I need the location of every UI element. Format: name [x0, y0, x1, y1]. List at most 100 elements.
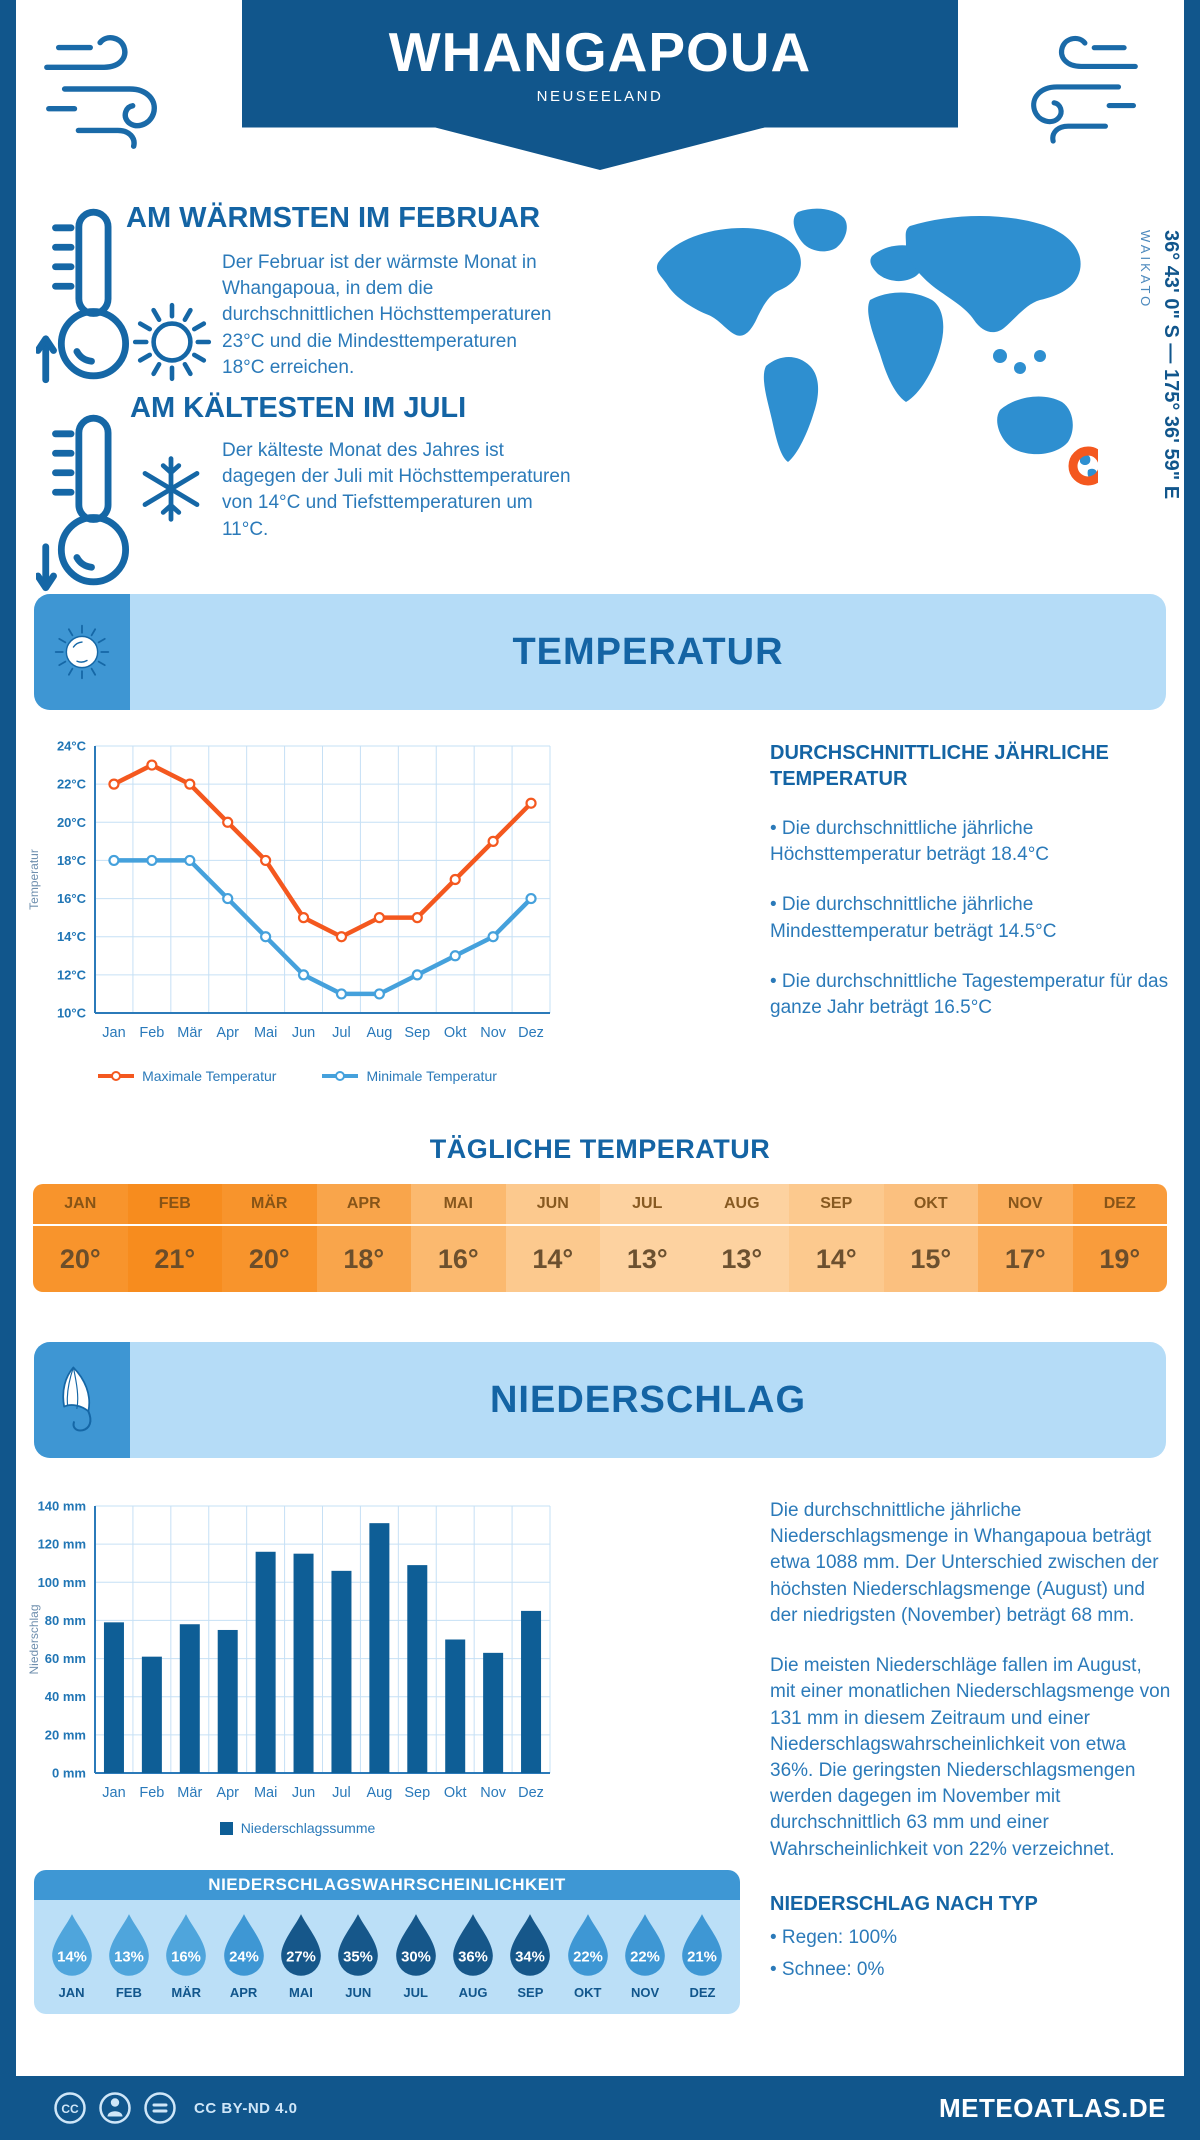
annual-temperature-heading: DURCHSCHNITTLICHE JÄHRLICHE TEMPERATUR	[770, 742, 1109, 790]
y-axis-label: Niederschlag	[27, 1604, 41, 1674]
month-header-cell: MAI	[411, 1184, 506, 1226]
precipitation-paragraph: Die meisten Niederschläge fallen im Augu…	[770, 1655, 1171, 1860]
daily-table-column: MAI 16°	[411, 1184, 506, 1292]
banner-umbrella-icon	[34, 1342, 130, 1458]
legend-item: Niederschlagssumme	[219, 1820, 375, 1836]
probability-drop-item: 16% MÄR	[159, 1912, 214, 2000]
markers-1	[108, 854, 537, 1000]
daily-table-column: SEP 14°	[789, 1184, 884, 1292]
precipitation-section-banner: NIEDERSCHLAG	[34, 1342, 1166, 1458]
probability-drop-item: 22% NOV	[618, 1912, 673, 2000]
data-point	[487, 835, 499, 847]
drop-month-label: AUG	[458, 1985, 488, 2000]
month-header-cell: NOV	[978, 1184, 1073, 1226]
legend-item: Minimale Temperatur	[322, 1068, 497, 1084]
month-header-cell: MÄR	[222, 1184, 317, 1226]
svg-text:Jul: Jul	[332, 1785, 351, 1801]
svg-text:Dez: Dez	[518, 1785, 544, 1801]
y-tick-labels: 0 mm 20 mm 40 mm 60 mm 80 mm 100 mm 120 mm 140 …	[38, 1499, 86, 1781]
month-header-cell: FEB	[127, 1184, 222, 1226]
raindrop-icon: 14%	[51, 1914, 92, 1976]
svg-text:120 mm: 120 mm	[38, 1537, 86, 1552]
drop-month-label: NOV	[631, 1985, 660, 2000]
drop-month-label: JUL	[403, 1985, 428, 2000]
world-map	[656, 208, 1098, 486]
region-label: WAIKATO	[1138, 230, 1153, 310]
raindrop-icon: 35%	[338, 1914, 379, 1976]
bar	[521, 1610, 542, 1773]
wind-icon	[44, 35, 157, 149]
month-header-cell: AUG	[694, 1184, 789, 1226]
data-point	[222, 892, 234, 905]
daily-table-column: NOV 17°	[978, 1184, 1073, 1292]
temperature-value-cell: 13°	[600, 1226, 695, 1292]
legend-swatch	[219, 1821, 233, 1835]
month-header-cell: JAN	[33, 1184, 128, 1226]
annual-min-bullet: • Die durchschnittliche jährliche Mindes…	[770, 894, 1057, 942]
license-label: CC BY-ND 4.0	[194, 2099, 298, 2117]
raindrop-icon: 27%	[281, 1914, 321, 1976]
daily-temperature-table: JAN 20° FEB 21° MÄR 20° APR 18° MAI 16° JUN 14° JUL 1…	[33, 1184, 1167, 1292]
bar	[369, 1523, 390, 1773]
daily-table-column: MÄR 20°	[222, 1184, 317, 1292]
temperature-section-banner: TEMPERATUR	[34, 594, 1166, 710]
temperature-value-cell: 18°	[316, 1226, 411, 1292]
rain-share-bullet: • Regen: 100%	[770, 1926, 898, 1948]
data-point	[146, 759, 158, 771]
temperature-value-cell: 20°	[222, 1226, 317, 1292]
raindrop-icon: 30%	[395, 1914, 436, 1976]
daily-table-column: OKT 15°	[883, 1184, 978, 1292]
probability-value: 21%	[688, 1950, 718, 1966]
annual-day-bullet: • Die durchschnittliche Tagestemperatur …	[770, 970, 1169, 1019]
daily-table-column: DEZ 19°	[1072, 1184, 1167, 1292]
cc-attribution-icon	[99, 2092, 131, 2124]
cc-icon: CC	[54, 2092, 86, 2124]
temperature-value-cell: 13°	[694, 1226, 789, 1292]
daily-temperature-title: TÄGLICHE TEMPERATUR	[429, 1134, 771, 1164]
line-series-1	[111, 858, 534, 997]
data-point	[108, 854, 120, 867]
data-point	[411, 912, 423, 924]
precipitation-probability-drops: 14% JAN 13% FEB 16% MÄR 24% APR 27% MAI 35% JUN 30% J…	[34, 1900, 740, 2014]
x-axis-labels: Jan Feb Mär Apr Mai Jun Jul Aug Sep Okt Nov Dez	[102, 1785, 544, 1801]
y-tick-labels: 10°C 12°C 14°C 16°C 18°C 20°C 22°C 24°C	[57, 739, 87, 1021]
daily-table-column: FEB 21°	[127, 1184, 222, 1292]
month-header-cell: DEZ	[1072, 1184, 1167, 1226]
probability-value: 24%	[229, 1950, 259, 1966]
x-axis-labels: Jan Feb Mär Apr Mai Jun Jul Aug Sep Okt Nov Dez	[102, 1025, 544, 1041]
drop-month-label: JUN	[345, 1985, 372, 2000]
cc-license-group[interactable]: CC CC BY-ND 4.0	[52, 2090, 298, 2126]
site-link[interactable]: METEOATLAS.DE	[938, 2092, 1166, 2123]
svg-text:Sep: Sep	[404, 1025, 430, 1041]
bar	[179, 1624, 200, 1773]
coordinates-text: 36° 43' 0" S — 175° 36' 59" E	[1160, 230, 1182, 500]
svg-text:Apr: Apr	[216, 1025, 239, 1041]
svg-text:Feb: Feb	[139, 1025, 164, 1041]
cc-nd-icon	[144, 2092, 176, 2124]
svg-text:60 mm: 60 mm	[45, 1651, 86, 1666]
drop-month-label: OKT	[574, 1985, 602, 2000]
precipitation-type-heading: NIEDERSCHLAG NACH TYP	[770, 1892, 1038, 1915]
svg-text:20°C: 20°C	[57, 815, 87, 830]
axes	[94, 1506, 550, 1774]
data-point	[411, 969, 423, 981]
daily-table-column: APR 18°	[316, 1184, 411, 1292]
gridlines	[95, 745, 551, 1013]
gridlines	[95, 1505, 551, 1773]
probability-value: 14%	[57, 1950, 87, 1966]
probability-drop-item: 13% FEB	[101, 1912, 156, 2000]
daily-table-column: JUL 13°	[600, 1184, 695, 1292]
month-header-cell: SEP	[789, 1184, 884, 1226]
probability-drop-item: 22% OKT	[560, 1912, 615, 2000]
thermometer-up-icon	[36, 208, 130, 384]
bar	[255, 1551, 276, 1773]
svg-text:Mai: Mai	[254, 1025, 277, 1041]
month-header-cell: JUL	[600, 1184, 695, 1226]
precipitation-chart-legend: Niederschlagssumme	[25, 1820, 570, 1836]
probability-drop-item: 27% MAI	[273, 1912, 328, 2000]
raindrop-icon: 22%	[567, 1914, 608, 1976]
probability-value: 36%	[458, 1950, 488, 1966]
svg-text:Aug: Aug	[366, 1025, 392, 1041]
bar	[445, 1639, 466, 1773]
footer: CC CC BY-ND 4.0 METEOATLAS.DE	[0, 2076, 1200, 2140]
